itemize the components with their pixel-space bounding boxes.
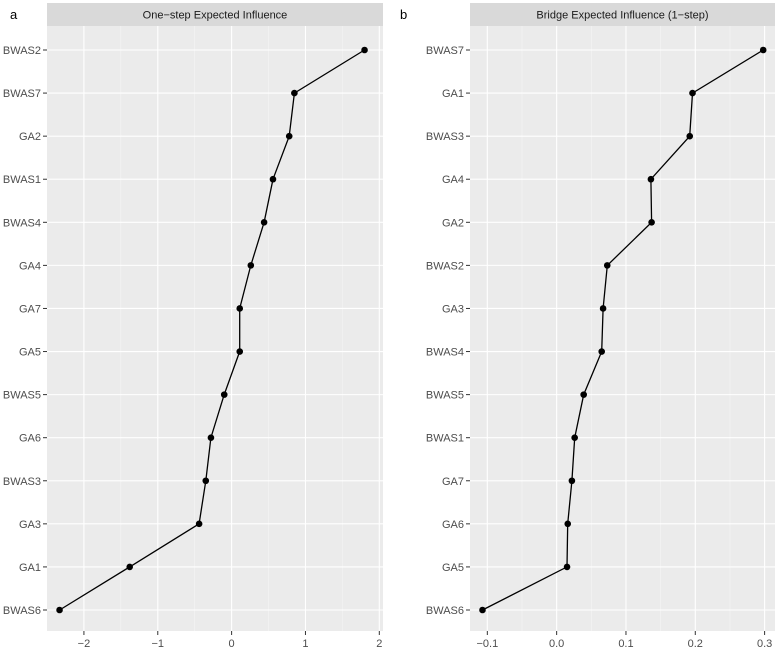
data-point (220, 391, 228, 398)
series-line (482, 49, 764, 611)
panel-title: Bridge Expected Influence (1−step) (536, 10, 708, 22)
y-tick-label: GA3 (19, 519, 41, 531)
y-tick-label: BWAS1 (426, 433, 464, 445)
y-tick-label: BWAS7 (3, 88, 41, 100)
x-tick-label: 2 (376, 638, 382, 650)
data-point (568, 477, 576, 485)
data-point (247, 262, 255, 269)
y-tick-label: GA2 (19, 131, 41, 143)
panel-strip (470, 3, 775, 26)
data-point (236, 348, 244, 355)
data-point (647, 175, 655, 183)
data-point (599, 305, 607, 312)
data-point (686, 132, 694, 140)
x-tick-label: −0.1 (476, 638, 498, 650)
plot-area (470, 26, 775, 631)
y-tick-label: BWAS4 (3, 217, 41, 229)
data-point (598, 348, 606, 355)
data-point (207, 434, 215, 441)
y-tick-label: BWAS2 (3, 45, 41, 57)
panel-tag-b: b (400, 7, 407, 22)
x-tick-label: 0.1 (618, 638, 633, 650)
y-tick-label: BWAS2 (426, 260, 464, 272)
chart-panel-a: a One−step Expected Influence −2 −1 0 1 2 BWAS2… (3, 3, 383, 650)
data-point (689, 89, 696, 97)
data-point (759, 46, 767, 54)
y-tick-label: GA7 (19, 303, 41, 315)
y-tick-label: BWAS5 (3, 390, 41, 402)
data-point (563, 563, 571, 571)
y-tick-label: GA3 (442, 303, 464, 315)
y-tick-label: BWAS1 (3, 174, 41, 186)
plot-area (47, 26, 383, 631)
data-point (126, 563, 134, 571)
data-point (571, 434, 578, 441)
y-tick-label: BWAS6 (3, 605, 41, 617)
x-tick-label: 0 (229, 638, 235, 650)
y-tick-label: BWAS7 (426, 45, 464, 57)
y-tick-label: GA4 (442, 174, 464, 186)
y-tick-label: GA5 (442, 562, 464, 574)
data-point (361, 46, 368, 54)
data-point (260, 219, 268, 226)
x-tick-label: 0.3 (757, 638, 772, 650)
y-tick-label: BWAS3 (3, 476, 41, 488)
x-tick-label: 1 (302, 638, 308, 650)
panel-strip (47, 3, 383, 26)
data-point (564, 520, 572, 528)
data-point (195, 520, 203, 528)
y-tick-label: GA1 (19, 562, 41, 574)
series-line (59, 49, 365, 611)
y-tick-label: BWAS3 (426, 131, 464, 143)
chart-panel-b: b Bridge Expected Influence (1−step) −0.1 0… (400, 3, 775, 650)
y-tick-label: GA1 (442, 88, 464, 100)
y-tick-label: GA5 (19, 347, 41, 359)
data-point (202, 477, 210, 485)
x-tick-label: 0.0 (549, 638, 564, 650)
data-point (603, 262, 611, 269)
data-point (580, 391, 587, 398)
x-tick-label: 0.2 (688, 638, 703, 650)
y-tick-label: GA6 (19, 433, 41, 445)
y-tick-label: GA7 (442, 476, 464, 488)
data-point (648, 219, 655, 226)
y-tick-label: GA4 (19, 260, 41, 272)
panel-tag-a: a (10, 7, 18, 22)
x-tick-label: −2 (78, 638, 91, 650)
y-tick-label: GA6 (442, 519, 464, 531)
data-point (285, 132, 293, 140)
data-point (269, 175, 277, 183)
panel-title: One−step Expected Influence (143, 10, 288, 22)
data-point (291, 89, 298, 97)
data-point (56, 606, 63, 614)
y-tick-label: BWAS5 (426, 390, 464, 402)
y-tick-label: BWAS4 (426, 347, 464, 359)
y-tick-label: GA2 (442, 217, 464, 229)
y-tick-label: BWAS6 (426, 605, 464, 617)
x-tick-label: −1 (151, 638, 164, 650)
data-point (236, 305, 244, 312)
data-point (479, 606, 486, 614)
